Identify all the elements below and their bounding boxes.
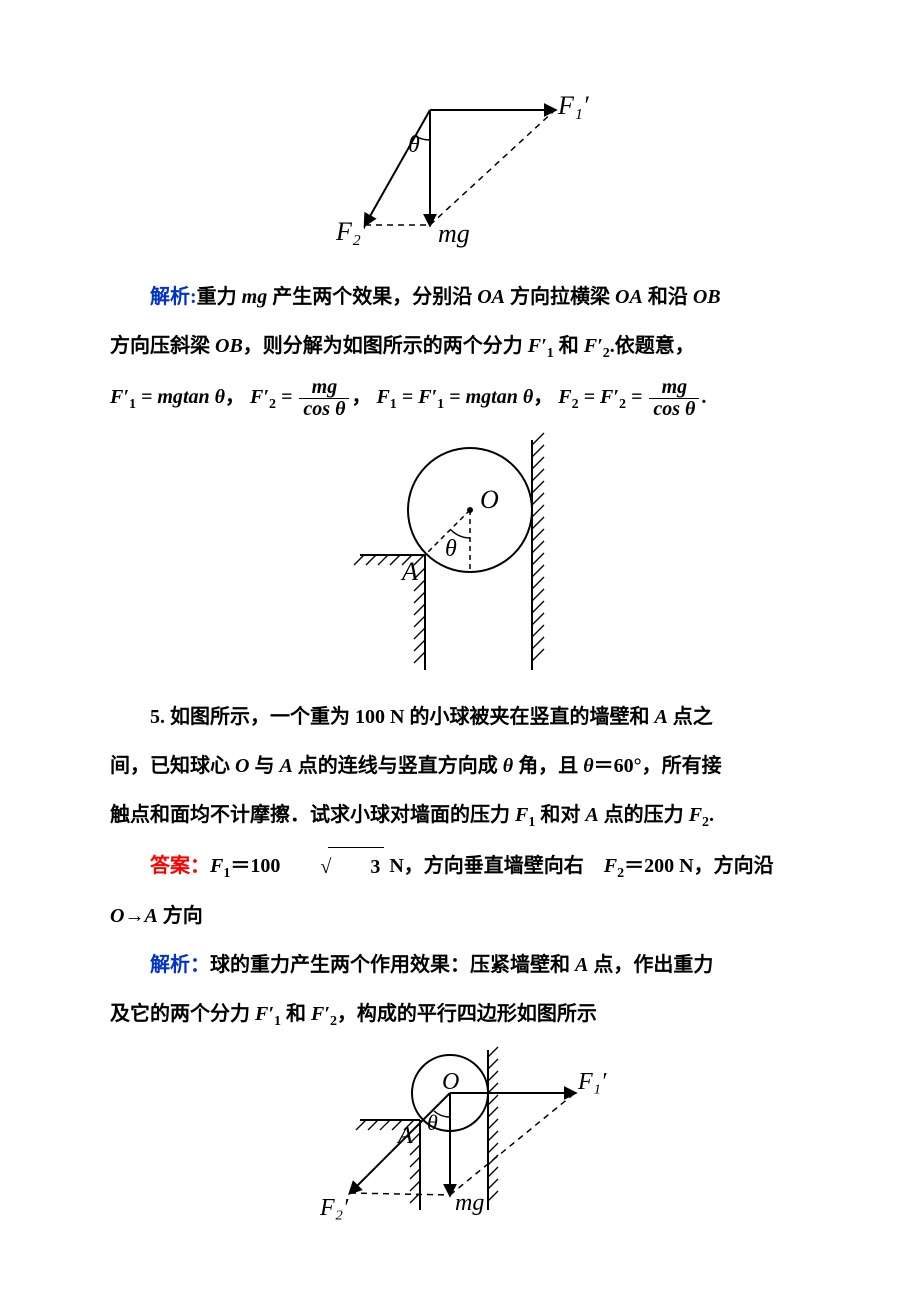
solution-label: 解析: [150, 286, 197, 308]
solution2-label: 解析： [150, 954, 210, 976]
fig1-f1p-label: F₁′ [557, 91, 589, 120]
q5-line2: 间，已知球心 O 与 A 点的连线与竖直方向成 θ 角，且 θ＝60°，所有接 [110, 747, 810, 786]
solution2-line1: 解析：球的重力产生两个作用效果：压紧墙壁和 A 点，作出重力 [110, 946, 810, 985]
solution2-line2: 及它的两个分力 F′1 和 F′2，构成的平行四边形如图所示 [110, 995, 810, 1035]
fig3-theta-label: θ [427, 1110, 438, 1135]
solution1-line2: 方向压斜梁 OB，则分解为如图所示的两个分力 F′1 和 F′2.依题意， [110, 327, 810, 367]
fig3-O-label: O [442, 1069, 459, 1095]
fig2-theta-label: θ [445, 536, 457, 562]
page: θ F₁′ F₂′ mg 解析:重力 mg 产生两个效果，分别沿 OA 方向拉横… [0, 0, 920, 1302]
q5-line3: 触点和面均不计摩擦．试求小球对墙面的压力 F1 和对 A 点的压力 F2. [110, 796, 810, 836]
fraction-mg-costheta-1: mg cos θ [299, 377, 349, 420]
answer-line1: 答案：F1＝100√3 N，方向垂直墙壁向右 F2＝200 N，方向沿 [110, 847, 810, 887]
fig2-A-label: A [400, 557, 418, 586]
fig2-O-label: O [480, 485, 499, 514]
figure-force-parallelogram: θ F₁′ F₂′ mg [330, 90, 590, 260]
fig3-mg-label: mg [455, 1190, 484, 1216]
fig3-F2p-label: F₂′ [319, 1195, 349, 1221]
fig1-mg-label: mg [438, 219, 470, 248]
solution1-line1: 解析:重力 mg 产生两个效果，分别沿 OA 方向拉横梁 OA 和沿 OB [110, 278, 810, 317]
answer-line2: O→A 方向 [110, 897, 810, 936]
q5-line1: 5. 如图所示，一个重为 100 N 的小球被夹在竖直的墙壁和 A 点之 [110, 698, 810, 737]
fraction-mg-costheta-2: mg cos θ [649, 377, 699, 420]
fig3-F1p-label: F₁′ [577, 1069, 607, 1095]
figure-ball-corner: O A θ [330, 430, 590, 680]
fig1-theta-label: θ [408, 132, 420, 158]
answer-label: 答案： [150, 855, 210, 877]
solution1-equation: F′1 = mgtan θ， F′2 = mg cos θ ， F1 = F′1… [110, 377, 810, 420]
fig1-f2p-label: F₂′ [335, 217, 367, 246]
figure-ball-forces: O A F₁′ mg F₂′ [300, 1045, 620, 1240]
